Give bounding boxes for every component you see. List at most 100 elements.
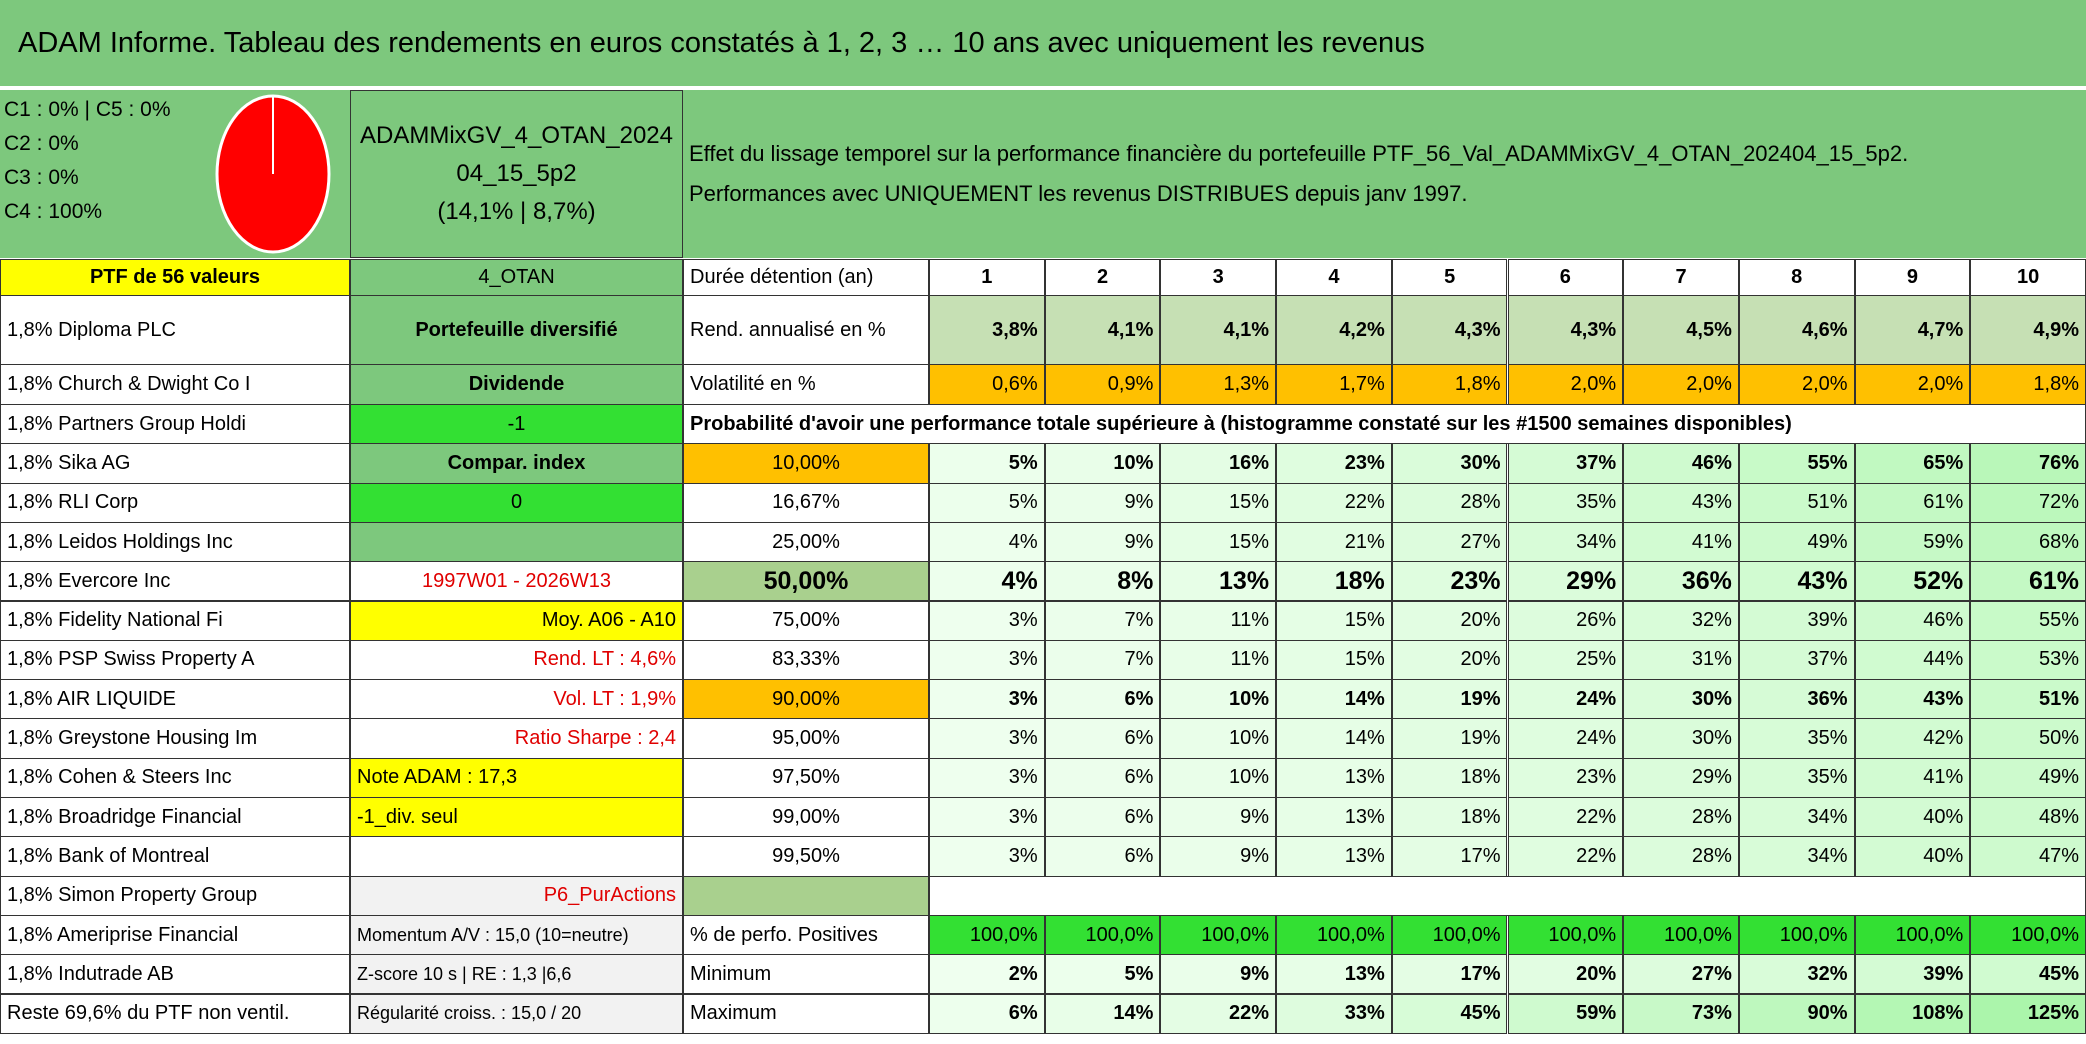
- return-cell: 4,3%: [1507, 295, 1624, 365]
- probability-cell: 59%: [1854, 521, 1971, 563]
- probability-cell: 3%: [929, 639, 1045, 681]
- return-cell: 4,5%: [1623, 295, 1739, 365]
- volatility-cell: 2,0%: [1738, 364, 1855, 405]
- threshold-cell: 16,67%: [683, 482, 929, 523]
- allocation-list: C1 : 0% | C5 : 0% C2 : 0% C3 : 0% C4 : 100%: [4, 98, 171, 224]
- info-cell: Moy. A06 - A10: [350, 600, 683, 641]
- probability-cell: 9%: [1044, 521, 1161, 563]
- probability-cell: 43%: [1854, 679, 1971, 720]
- probability-cell: 5%: [929, 482, 1045, 523]
- probability-cell: 11%: [1160, 600, 1277, 641]
- volatility-cell: 0,9%: [1044, 364, 1161, 405]
- portfolio-line: (14,1% | 8,7%): [437, 198, 596, 225]
- return-cell: 4,1%: [1160, 295, 1277, 365]
- holding-row: 1,8% Greystone Housing Im: [0, 718, 350, 759]
- probability-cell: 7%: [1044, 639, 1161, 681]
- threshold-cell: 99,00%: [683, 797, 929, 838]
- positive-cell: 100,0%: [1854, 914, 1971, 956]
- maximum-cell: 6%: [929, 993, 1045, 1034]
- probability-cell: 34%: [1507, 521, 1624, 563]
- info-cell: 0: [350, 482, 683, 523]
- info-cell: Compar. index: [350, 443, 683, 484]
- holding-row: 1,8% Partners Group Holdi: [0, 404, 350, 445]
- probability-cell: 6%: [1044, 679, 1161, 720]
- description: Effet du lissage temporel sur la perform…: [683, 90, 2086, 258]
- probability-cell: 16%: [1160, 443, 1277, 484]
- probability-cell: 6%: [1044, 797, 1161, 838]
- info-cell: -1: [350, 404, 683, 445]
- portfolio-line: ADAMMixGV_4_OTAN_2024: [359, 122, 673, 149]
- info-cell: 4_OTAN: [350, 259, 683, 296]
- volatility-cell: 0,6%: [929, 364, 1045, 405]
- probability-cell: 18%: [1391, 757, 1508, 798]
- probability-cell: 41%: [1854, 757, 1971, 798]
- probability-cell: 17%: [1391, 836, 1508, 877]
- probability-cell: 3%: [929, 797, 1045, 838]
- probability-cell: 43%: [1623, 482, 1739, 523]
- probability-cell: 9%: [1160, 836, 1277, 877]
- row-label: Minimum: [683, 954, 929, 995]
- probability-cell: 26%: [1507, 600, 1624, 641]
- probability-cell: 27%: [1391, 521, 1508, 563]
- info-cell: P6_PurActions: [350, 875, 683, 916]
- allocation-item: C2 : 0%: [4, 132, 79, 155]
- probability-cell: 35%: [1507, 482, 1624, 523]
- portfolio-name: ADAMMixGV_4_OTAN_2024 04_15_5p2 (14,1% | 8…: [350, 90, 683, 258]
- row-label: Volatilité en %: [683, 364, 929, 405]
- probability-cell: 10%: [1044, 443, 1161, 484]
- probability-cell: 8%: [1044, 561, 1161, 602]
- probability-cell: 29%: [1507, 561, 1624, 602]
- holding-row: 1,8% RLI Corp: [0, 482, 350, 523]
- holding-row: 1,8% Sika AG: [0, 443, 350, 484]
- probability-cell: 29%: [1623, 757, 1739, 798]
- minimum-cell: 13%: [1276, 954, 1392, 995]
- positive-cell: 100,0%: [1507, 914, 1624, 956]
- probability-cell: 24%: [1507, 718, 1624, 759]
- volatility-cell: 2,0%: [1507, 364, 1624, 405]
- allocation-panel: C1 : 0% | C5 : 0% C2 : 0% C3 : 0% C4 : 100%: [0, 90, 350, 258]
- probability-cell: 30%: [1391, 443, 1508, 484]
- probability-cell: 34%: [1738, 836, 1855, 877]
- probability-cell: 44%: [1854, 639, 1971, 681]
- volatility-cell: 1,7%: [1276, 364, 1392, 405]
- maximum-cell: 125%: [1970, 993, 2086, 1034]
- year-header: 3: [1160, 259, 1277, 296]
- row-label: Maximum: [683, 993, 929, 1034]
- probability-cell: 15%: [1160, 521, 1277, 563]
- probability-cell: 31%: [1623, 639, 1739, 681]
- probability-cell: 36%: [1738, 679, 1855, 720]
- probability-cell: 24%: [1507, 679, 1624, 720]
- probability-cell: 35%: [1738, 757, 1855, 798]
- year-header: 9: [1854, 259, 1971, 296]
- holdings-header: PTF de 56 valeurs: [0, 259, 350, 296]
- holding-row: 1,8% Simon Property Group: [0, 875, 350, 916]
- probability-cell: 55%: [1738, 443, 1855, 484]
- description-line: Performances avec UNIQUEMENT les revenus…: [689, 181, 1468, 206]
- return-cell: 4,2%: [1276, 295, 1392, 365]
- minimum-cell: 39%: [1854, 954, 1971, 995]
- probability-cell: 68%: [1970, 521, 2086, 563]
- probability-cell: 15%: [1160, 482, 1277, 523]
- return-cell: 4,3%: [1391, 295, 1508, 365]
- holding-row: 1,8% AIR LIQUIDE: [0, 679, 350, 720]
- probability-cell: 9%: [1044, 482, 1161, 523]
- probability-cell: 15%: [1276, 600, 1392, 641]
- maximum-cell: 33%: [1276, 993, 1392, 1034]
- maximum-cell: 22%: [1160, 993, 1277, 1034]
- holding-row: 1,8% Broadridge Financial: [0, 797, 350, 838]
- year-header: 7: [1623, 259, 1739, 296]
- probability-cell: 6%: [1044, 718, 1161, 759]
- probability-cell: 10%: [1160, 679, 1277, 720]
- threshold-cell: 75,00%: [683, 600, 929, 641]
- probability-cell: 40%: [1854, 836, 1971, 877]
- probability-cell: 51%: [1970, 679, 2086, 720]
- probability-cell: 30%: [1623, 718, 1739, 759]
- probability-cell: 6%: [1044, 757, 1161, 798]
- probability-cell: 47%: [1970, 836, 2086, 877]
- probability-cell: 18%: [1391, 797, 1508, 838]
- holding-row: 1,8% Bank of Montreal: [0, 836, 350, 877]
- probability-cell: 13%: [1276, 797, 1392, 838]
- probability-cell: 19%: [1391, 679, 1508, 720]
- probability-cell: 72%: [1970, 482, 2086, 523]
